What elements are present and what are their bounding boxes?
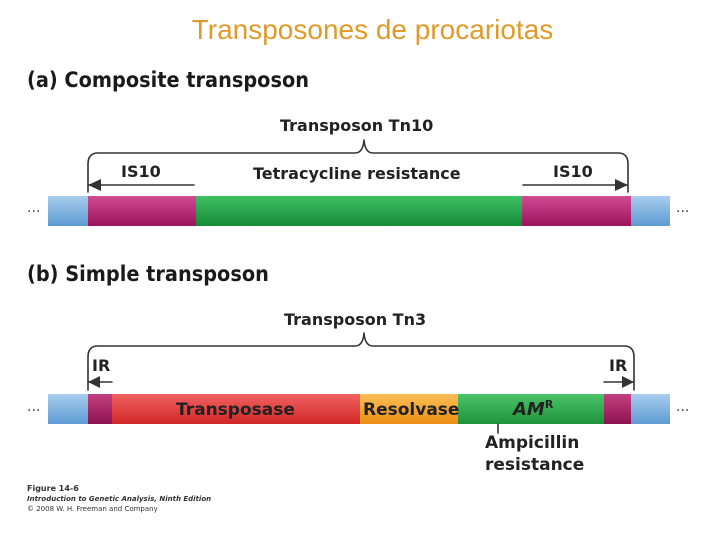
panel-b-right-ir-label: IR: [609, 356, 628, 375]
panel-a-left-ellipsis: ...: [27, 200, 41, 216]
panel-a-tetracycline-segment: [196, 196, 522, 226]
panel-b-right-ellipsis: ...: [676, 399, 690, 415]
panel-a-dna-bar: [48, 196, 670, 226]
panel-b-flank-left: [48, 394, 88, 424]
figure-caption: Figure 14-6 Introduction to Genetic Anal…: [27, 484, 211, 514]
panel-a-is10-right-segment: [522, 196, 631, 226]
panel-a-flank-right: [631, 196, 670, 226]
panel-b-amr-segment: [458, 394, 604, 424]
panel-b-brace: [87, 332, 635, 391]
panel-a-right-arrowhead: [615, 179, 628, 191]
panel-a-tetracycline-label: Tetracycline resistance: [253, 164, 461, 183]
panel-b-ir-left-segment: [88, 394, 112, 424]
panel-b-left-ir-label: IR: [92, 356, 111, 375]
panel-b-amr-superscript: R: [544, 398, 554, 411]
slide-title: Transposones de procariotas: [191, 14, 554, 45]
panel-b-transposon-label: Transposon Tn3: [284, 310, 427, 329]
panel-a-left-is10-label: IS10: [121, 162, 161, 181]
panel-b-ampicillin-line1: Ampicillin: [485, 433, 580, 453]
panel-b-flank-right: [631, 394, 670, 424]
caption-copyright: © 2008 W. H. Freeman and Company: [27, 505, 158, 513]
panel-a-flank-left: [48, 196, 88, 226]
panel-a-is10-left-segment: [88, 196, 196, 226]
panel-a-left-arrowhead: [88, 179, 101, 191]
panel-b-ampicillin-line2: resistance: [485, 455, 585, 475]
caption-book-title: Introduction to Genetic Analysis, Ninth …: [27, 495, 212, 503]
panel-a-heading: (a) Composite transposon: [27, 68, 309, 92]
panel-b-dna-bar: [48, 394, 670, 424]
panel-b-heading: (b) Simple transposon: [27, 262, 269, 286]
panel-b-left-ellipsis: ...: [27, 399, 41, 415]
panel-b-transposase-label: Transposase: [176, 400, 295, 420]
panel-b-resolvase-segment: [360, 394, 458, 424]
panel-b-amr-label: AMR: [513, 398, 553, 420]
panel-b-amr-text: AM: [513, 399, 545, 420]
panel-b-left-arrowhead: [88, 376, 100, 388]
panel-a-right-is10-label: IS10: [553, 162, 593, 181]
panel-a-transposon-label: Transposon Tn10: [280, 116, 434, 135]
panel-b-right-arrowhead: [622, 376, 634, 388]
panel-a-brace: [87, 139, 629, 193]
panel-b-transposase-segment: [112, 394, 360, 424]
panel-b-resolvase-label: Resolvase: [363, 400, 460, 420]
caption-figure-number: Figure 14-6: [27, 484, 79, 493]
panel-a-right-ellipsis: ...: [676, 200, 690, 216]
panel-b-ampicillin-label: Ampicillin resistance: [485, 432, 584, 476]
panel-b-ir-right-segment: [604, 394, 631, 424]
